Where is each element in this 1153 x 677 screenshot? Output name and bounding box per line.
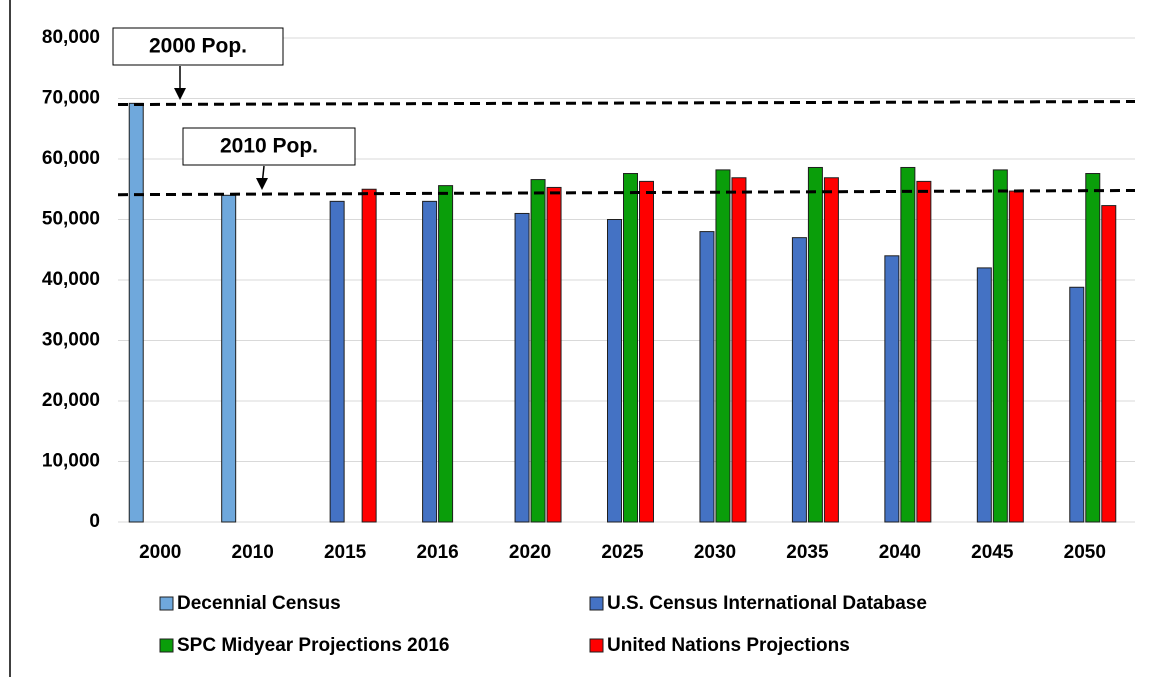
bar xyxy=(514,212,530,523)
x-tick-label: 2010 xyxy=(232,542,274,563)
bar xyxy=(546,186,562,523)
bar xyxy=(221,194,237,523)
x-tick-label: 2025 xyxy=(601,542,644,563)
bar xyxy=(422,200,438,523)
legend-swatch xyxy=(159,596,174,611)
bar xyxy=(699,231,715,523)
bar xyxy=(715,169,731,523)
bar xyxy=(900,166,916,523)
bar xyxy=(623,173,638,523)
annotation-box xyxy=(182,127,356,166)
legend-label: United Nations Projections xyxy=(607,635,850,656)
bar xyxy=(1069,286,1085,523)
y-tick-label: 30,000 xyxy=(42,330,100,351)
bar xyxy=(807,166,823,523)
arrow-head xyxy=(256,178,268,190)
bar xyxy=(731,177,747,523)
bar xyxy=(976,267,992,523)
x-tick-label: 2000 xyxy=(139,542,181,563)
bar xyxy=(438,185,454,523)
legend-swatch xyxy=(589,596,604,611)
bar xyxy=(1085,173,1101,523)
bar xyxy=(607,219,622,523)
legend-label: SPC Midyear Projections 2016 xyxy=(177,635,449,656)
bar xyxy=(361,188,377,523)
x-tick-label: 2020 xyxy=(509,542,551,563)
bar xyxy=(1101,205,1117,523)
x-tick-label: 2035 xyxy=(786,542,829,563)
bar xyxy=(916,180,932,523)
x-tick-label: 2016 xyxy=(416,542,458,563)
legend-swatch xyxy=(159,638,174,653)
bar xyxy=(530,179,546,523)
arrow-head xyxy=(174,88,186,100)
y-tick-label: 60,000 xyxy=(42,148,100,169)
reference-line xyxy=(117,100,1136,107)
y-tick-label: 20,000 xyxy=(42,390,100,411)
legend-swatch xyxy=(589,638,604,653)
y-tick-label: 0 xyxy=(89,511,100,532)
x-tick-label: 2040 xyxy=(879,542,921,563)
y-tick-label: 10,000 xyxy=(42,451,100,472)
bar xyxy=(128,102,144,523)
x-tick-label: 2045 xyxy=(971,542,1014,563)
legend-label: Decennial Census xyxy=(177,593,341,614)
bars xyxy=(128,102,1117,523)
bar xyxy=(329,200,345,523)
x-tick-label: 2015 xyxy=(324,542,367,563)
reference-line xyxy=(117,188,1136,197)
bar xyxy=(823,177,839,523)
annotation-box xyxy=(112,27,284,66)
annotation: 2010 Pop. xyxy=(220,135,318,158)
reference-lines xyxy=(117,100,1136,197)
chart-frame xyxy=(9,0,1153,677)
y-tick-label: 80,000 xyxy=(42,27,100,48)
annotation: 2000 Pop. xyxy=(149,35,247,58)
x-tick-label: 2030 xyxy=(694,542,736,563)
bar xyxy=(639,180,654,523)
x-tick-label: 2050 xyxy=(1064,542,1106,563)
legend-label: U.S. Census International Database xyxy=(607,593,927,614)
y-tick-label: 50,000 xyxy=(42,209,100,230)
y-tick-label: 70,000 xyxy=(42,88,100,109)
y-tick-label: 40,000 xyxy=(42,269,100,290)
bar xyxy=(992,169,1008,523)
bar xyxy=(1008,190,1024,523)
bar xyxy=(791,237,807,523)
bar xyxy=(884,255,900,523)
